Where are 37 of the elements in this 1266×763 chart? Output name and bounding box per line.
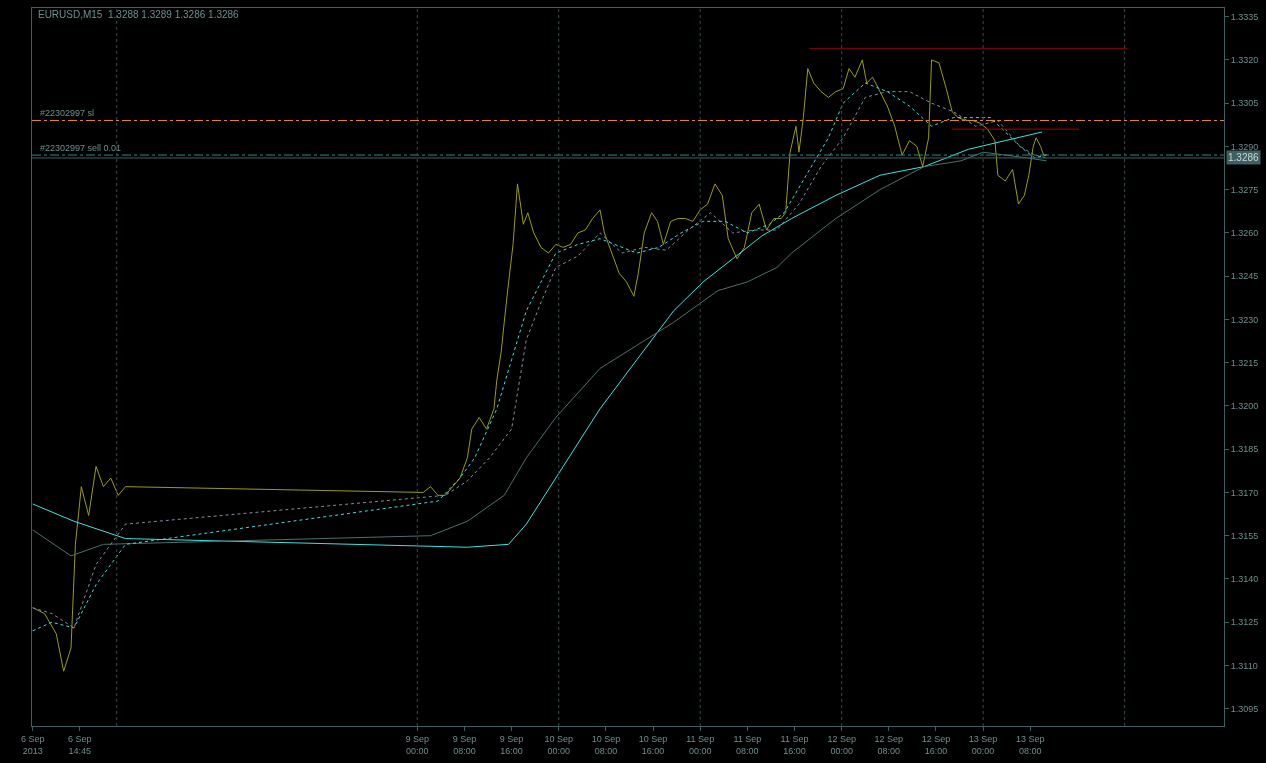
chart-title: EURUSD,M15 1.3288 1.3289 1.3286 1.3286 [37,9,240,21]
x-tick-label: 13 Sep 00:00 [968,733,998,756]
ref-line-label: #22302997 sell 0.01 [40,143,122,153]
y-tick-label: 1.3320 [1230,55,1259,66]
x-tick-label: 12 Sep 00:00 [827,733,856,756]
y-tick-label: 1.3095 [1230,703,1259,714]
y-tick-label: 1.3110 [1230,660,1258,671]
x-tick-label: 10 Sep 16:00 [638,733,668,756]
x-tick-label: 9 Sep 16:00 [499,733,524,756]
ref-line-label: 1.3286 [1228,152,1260,163]
x-tick-label: 9 Sep 00:00 [405,733,430,756]
y-tick-label: 1.3155 [1230,530,1259,541]
x-tick-label: 10 Sep 00:00 [544,733,574,756]
x-tick-label: 10 Sep 08:00 [591,733,621,756]
y-tick-label: 1.3200 [1230,401,1259,412]
y-tick-label: 1.3275 [1230,184,1259,195]
x-tick-label: 11 Sep 16:00 [780,733,809,756]
x-tick-label: 9 Sep 08:00 [452,733,477,756]
y-tick-label: 1.3140 [1230,574,1259,585]
x-tick-label: 11 Sep 00:00 [686,733,715,756]
y-tick-label: 1.3185 [1230,444,1259,455]
y-tick-label: 1.3305 [1230,98,1259,109]
y-tick-label: 1.3260 [1230,228,1259,239]
ref-line-label: #22302997 sl [40,108,95,118]
y-tick-label: 1.3245 [1230,271,1259,282]
x-tick-label: 11 Sep 08:00 [733,733,762,756]
y-tick-label: 1.3125 [1230,617,1259,628]
x-tick-label: 6 Sep 14:45 [68,733,92,756]
y-tick-label: 1.3335 [1230,11,1259,22]
x-tick-label: 13 Sep 08:00 [1016,733,1045,756]
y-tick-label: 1.3170 [1230,487,1259,498]
x-tick-label: 12 Sep 16:00 [921,733,951,756]
x-tick-label: 6 Sep 2013 [20,733,45,756]
y-tick-label: 1.3290 [1230,141,1259,152]
x-tick-label: 12 Sep 08:00 [874,733,904,756]
y-tick-label: 1.3230 [1230,314,1259,325]
y-tick-label: 1.3215 [1230,357,1259,368]
